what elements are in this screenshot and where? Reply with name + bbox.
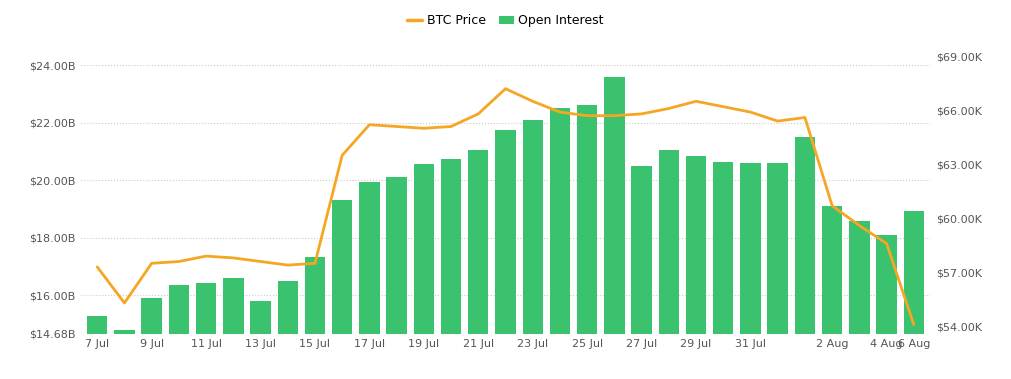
Bar [713, 161, 733, 379]
Bar [278, 281, 298, 379]
Bar [685, 156, 707, 379]
Bar [632, 166, 652, 379]
Bar [577, 105, 598, 379]
Bar [251, 301, 271, 379]
Bar [142, 298, 162, 379]
Bar [386, 177, 406, 379]
Bar [332, 200, 353, 379]
Legend: BTC Price, Open Interest: BTC Price, Open Interest [407, 14, 604, 27]
Bar [304, 257, 326, 379]
Bar [605, 77, 625, 379]
Bar [550, 108, 570, 379]
Bar [740, 163, 760, 379]
Bar [196, 282, 216, 379]
Bar [795, 137, 815, 379]
Bar [767, 163, 788, 379]
Bar [413, 164, 434, 379]
Bar [468, 150, 488, 379]
Bar [359, 182, 379, 379]
Bar [904, 210, 924, 379]
Bar [223, 278, 244, 379]
Bar [877, 235, 897, 379]
Bar [523, 120, 543, 379]
Bar [441, 159, 461, 379]
Bar [658, 150, 679, 379]
Bar [114, 330, 134, 379]
Bar [87, 316, 107, 379]
Bar [849, 221, 869, 379]
Bar [495, 130, 516, 379]
Bar [169, 285, 189, 379]
Bar [822, 206, 842, 379]
